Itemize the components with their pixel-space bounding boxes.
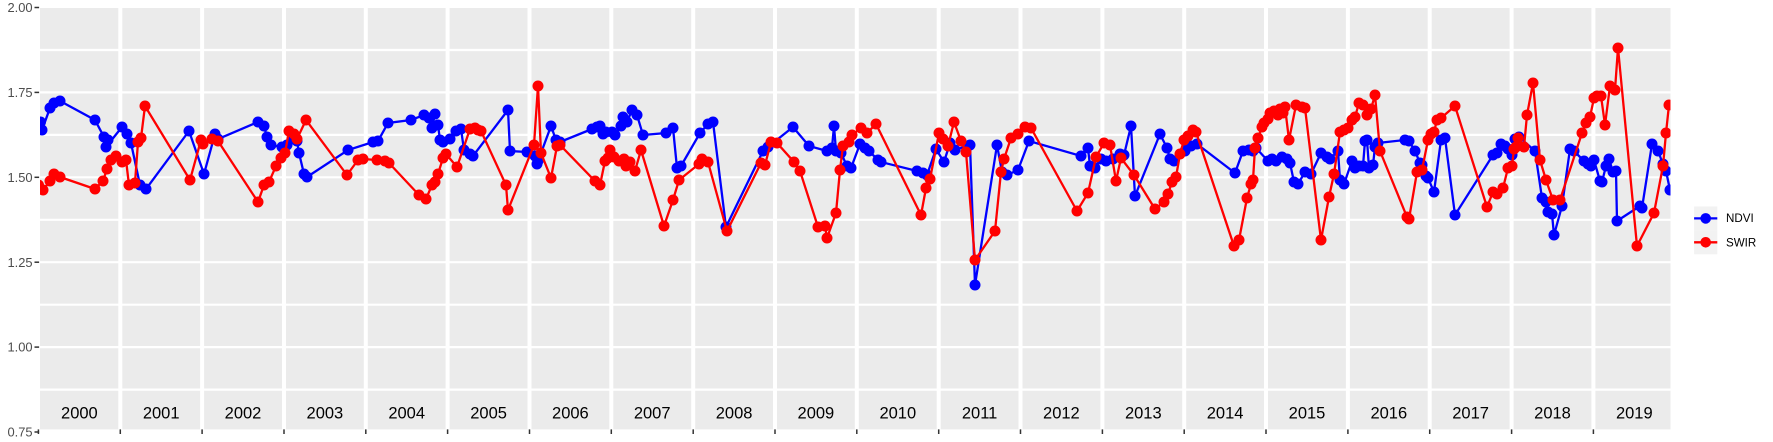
svg-text:2008: 2008 [716,405,753,423]
svg-text:2013: 2013 [1125,405,1162,423]
svg-text:2004: 2004 [388,405,425,423]
svg-text:1.50: 1.50 [8,170,33,185]
svg-text:2014: 2014 [1207,405,1244,423]
svg-text:2003: 2003 [307,405,344,423]
svg-text:2001: 2001 [143,405,180,423]
svg-text:2011: 2011 [962,405,997,423]
svg-text:2015: 2015 [1289,405,1326,423]
svg-text:2.00: 2.00 [8,0,33,15]
svg-text:2006: 2006 [552,405,589,423]
svg-text:SWIR: SWIR [1726,237,1756,250]
svg-text:2007: 2007 [634,405,671,423]
svg-text:NDVI: NDVI [1726,212,1754,225]
svg-text:1.00: 1.00 [8,340,33,355]
svg-text:0.75: 0.75 [8,425,33,440]
svg-text:2016: 2016 [1370,405,1407,423]
svg-text:2018: 2018 [1534,405,1571,423]
svg-text:2010: 2010 [879,405,916,423]
svg-text:2002: 2002 [225,405,262,423]
svg-text:2017: 2017 [1452,405,1489,423]
svg-text:2009: 2009 [798,405,835,423]
svg-text:2012: 2012 [1043,405,1080,423]
svg-text:2019: 2019 [1616,405,1653,423]
svg-text:1.25: 1.25 [8,255,33,270]
svg-text:1.75: 1.75 [8,85,33,100]
svg-text:2005: 2005 [470,405,507,423]
svg-text:2000: 2000 [61,405,98,423]
